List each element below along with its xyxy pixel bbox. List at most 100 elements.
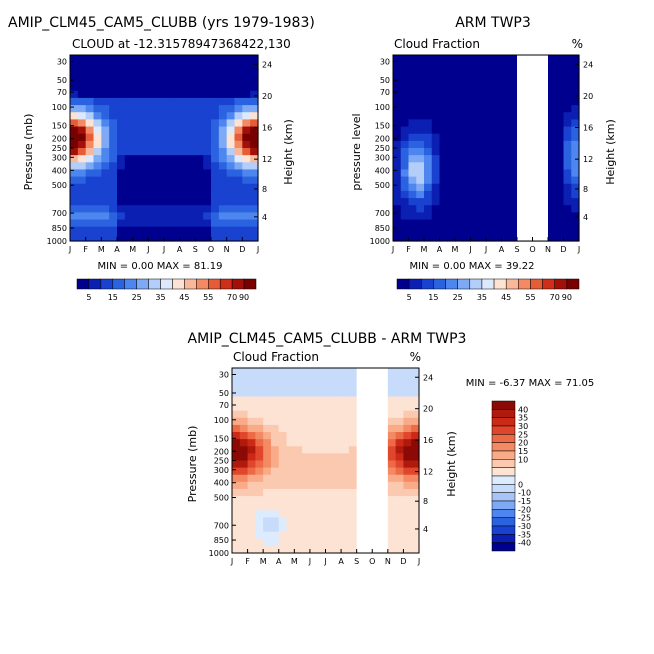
heatmap-cell [486,190,495,199]
colorbar-label: -10 [518,489,531,498]
heatmap-cell [211,226,220,235]
heatmap-cell [563,112,572,120]
heatmap-cell [548,169,557,178]
heatmap-cell [101,119,110,128]
min-max-label: MIN = 0.00 MAX = 39.22 [410,261,535,272]
heatmap-cell [470,169,479,178]
heatmap-cell [462,233,472,242]
heatmap-cell [242,169,251,178]
heatmap-cell [117,69,126,78]
heatmap-cell [294,396,303,405]
heatmap-cell [424,105,433,113]
x-tick-label: A [499,245,505,254]
heatmap-cell [333,538,342,547]
heatmap-cell [278,417,288,426]
colorbar-swatch [491,525,516,535]
heatmap-cell [333,474,342,483]
heatmap-cell [70,69,79,78]
y-tick-label: 850 [375,224,390,233]
heatmap-cell [270,524,280,533]
heatmap-cell [85,205,95,213]
heatmap-cell [263,503,272,511]
heatmap-cell [218,76,228,85]
colorbar-swatch [491,459,516,468]
heatmap-cell [400,148,410,156]
colorbar-swatch [231,278,245,290]
heatmap-cell [247,417,256,426]
heatmap-cell [393,119,402,128]
heatmap-cell [239,481,249,490]
heatmap-cell [164,62,173,70]
heatmap-cell [439,62,448,70]
heatmap-cell [302,474,311,483]
heatmap-cell [400,112,410,120]
heatmap-cell [164,155,173,163]
heatmap-cell [255,524,264,533]
heatmap-cell [393,105,402,113]
heatmap-cell [226,76,236,85]
heatmap-cell [555,148,565,156]
heatmap-cell [501,83,510,92]
heatmap-cell [439,97,448,106]
heatmap-cell [164,76,173,85]
heatmap-cell [555,97,565,106]
heatmap-cell [411,481,420,490]
heatmap-cell [93,212,102,221]
heatmap-cell [77,76,87,85]
heatmap-cell [77,140,87,149]
y-tick-label-right: 4 [423,525,428,534]
heatmap-cell [447,162,456,171]
heatmap-cell [270,474,280,483]
heatmap-cell [348,531,358,540]
heatmap-cell [164,90,173,99]
heatmap-cell [242,97,251,106]
heatmap-cell [411,460,420,469]
heatmap-cell [270,375,280,383]
heatmap-cell [470,140,479,149]
colorbar-label: -35 [518,530,531,539]
heatmap-cell [348,439,358,447]
heatmap-cell [408,140,417,149]
heatmap-cell [309,488,319,497]
heatmap-cell [403,467,412,476]
heatmap-cell [242,226,251,235]
heatmap-cell [109,119,118,128]
heatmap-cell [179,69,189,78]
heatmap-cell [462,62,472,70]
heatmap-cell [470,183,479,192]
heatmap-cell [117,126,126,135]
heatmap-cell [395,481,405,490]
heatmap-cell [270,531,280,540]
heatmap-cell [187,83,196,92]
heatmap-cell [439,212,448,221]
heatmap-cell [70,176,79,185]
x-tick-label: M [421,245,428,254]
heatmap-cell [179,126,189,135]
heatmap-cell [317,474,327,483]
heatmap-cell [447,97,456,106]
x-tick-label: F [406,245,411,254]
heatmap-cell [294,524,303,533]
heatmap-cell [132,62,142,70]
colorbar-label: 40 [518,405,528,414]
heatmap-cell [232,382,241,390]
heatmap-cell [124,133,134,142]
heatmap-cell [455,226,464,235]
y-tick-label: 100 [375,103,390,112]
heatmap-cell [411,474,420,483]
heatmap-cell [424,198,433,206]
heatmap-cell [132,190,142,199]
y-axis-label: Pressure (mb) [22,114,35,191]
heatmap-cell [447,176,456,185]
heatmap-cell [447,212,456,221]
heatmap-cell [109,148,118,156]
heatmap-cell [270,545,280,554]
heatmap-cell [286,389,295,398]
heatmap-cell [462,212,472,221]
heatmap-cell [195,76,204,85]
heatmap-cell [478,183,487,192]
heatmap-cell [447,76,456,85]
heatmap-cell [218,176,228,185]
heatmap-cell [341,467,350,476]
heatmap-cell [242,148,251,156]
